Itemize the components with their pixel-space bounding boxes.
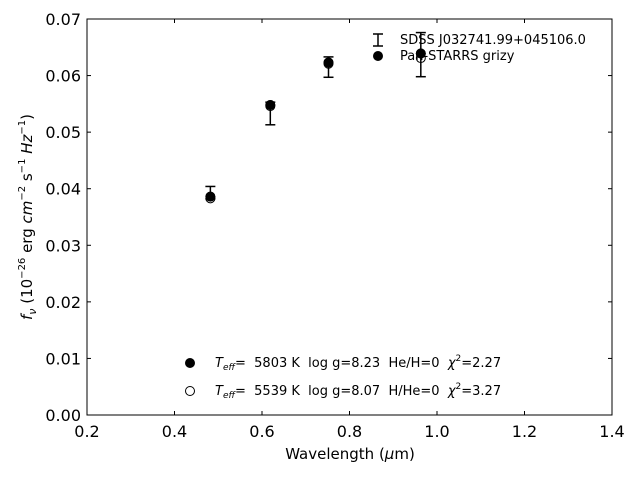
legend-entry-panstarrs: Pan-STARRS grizy: [373, 49, 515, 64]
model-h-point-3: [415, 53, 426, 64]
y-tick-label-7: 0.07: [45, 10, 81, 29]
x-tick-label-2: 0.6: [249, 422, 274, 441]
x-tick-label-6: 1.4: [599, 422, 624, 441]
point-series: [205, 48, 426, 204]
model-h-point-0: [205, 193, 216, 204]
y-tick-label-6: 0.06: [45, 67, 81, 86]
model-h-point-1: [265, 101, 276, 112]
legend-filled-circle-icon: [373, 51, 383, 61]
legend-label-panstarrs: Pan-STARRS grizy: [400, 49, 515, 64]
x-tick-label-4: 1.0: [424, 422, 449, 441]
y-tick-label-4: 0.04: [45, 180, 81, 199]
x-tick-label-1: 0.4: [162, 422, 187, 441]
y-tick-label-1: 0.01: [45, 349, 81, 368]
x-tick-label-0: 0.2: [74, 422, 99, 441]
legend-label-sdss: SDSS J032741.99+045106.0: [400, 33, 586, 48]
legend: SDSS J032741.99+045106.0 Pan-STARRS griz…: [373, 33, 586, 64]
model-open-circle-icon: [185, 386, 195, 396]
y-tick-label-2: 0.02: [45, 293, 81, 312]
model-h-point-2: [323, 58, 334, 69]
y-tick-label-5: 0.05: [45, 123, 81, 142]
model-row-h: Teff= 5539 K log g=8.07 H/He=0 χ2=3.27: [185, 382, 501, 401]
model-filled-circle-icon: [185, 358, 195, 368]
x-tick-label-5: 1.2: [512, 422, 537, 441]
x-tick-label-3: 0.8: [337, 422, 362, 441]
model-row-he: Teff= 5803 K log g=8.23 He/H=0 χ2=2.27: [185, 354, 501, 373]
legend-entry-sdss: SDSS J032741.99+045106.0: [373, 33, 586, 48]
axis-ticks: 0.2 0.4 0.6 0.8 1.0 1.2 1.4 0.00 0.01 0.02 0.03 0.0…: [45, 10, 624, 441]
model-label-he: Teff= 5803 K log g=8.23 He/H=0 χ2=2.27: [215, 354, 501, 373]
model-label-h: Teff= 5539 K log g=8.07 H/He=0 χ2=3.27: [215, 382, 501, 401]
y-tick-label-0: 0.00: [45, 406, 81, 425]
model-annotations: Teff= 5803 K log g=8.23 He/H=0 χ2=2.27 T…: [185, 354, 501, 401]
x-axis-label: Wavelength (μm): [285, 445, 415, 463]
y-tick-label-3: 0.03: [45, 236, 81, 255]
y-axis-label: fν (10−26 erg cm−2 s−1 Hz−1): [17, 114, 39, 320]
plot-area: [86, 18, 613, 416]
